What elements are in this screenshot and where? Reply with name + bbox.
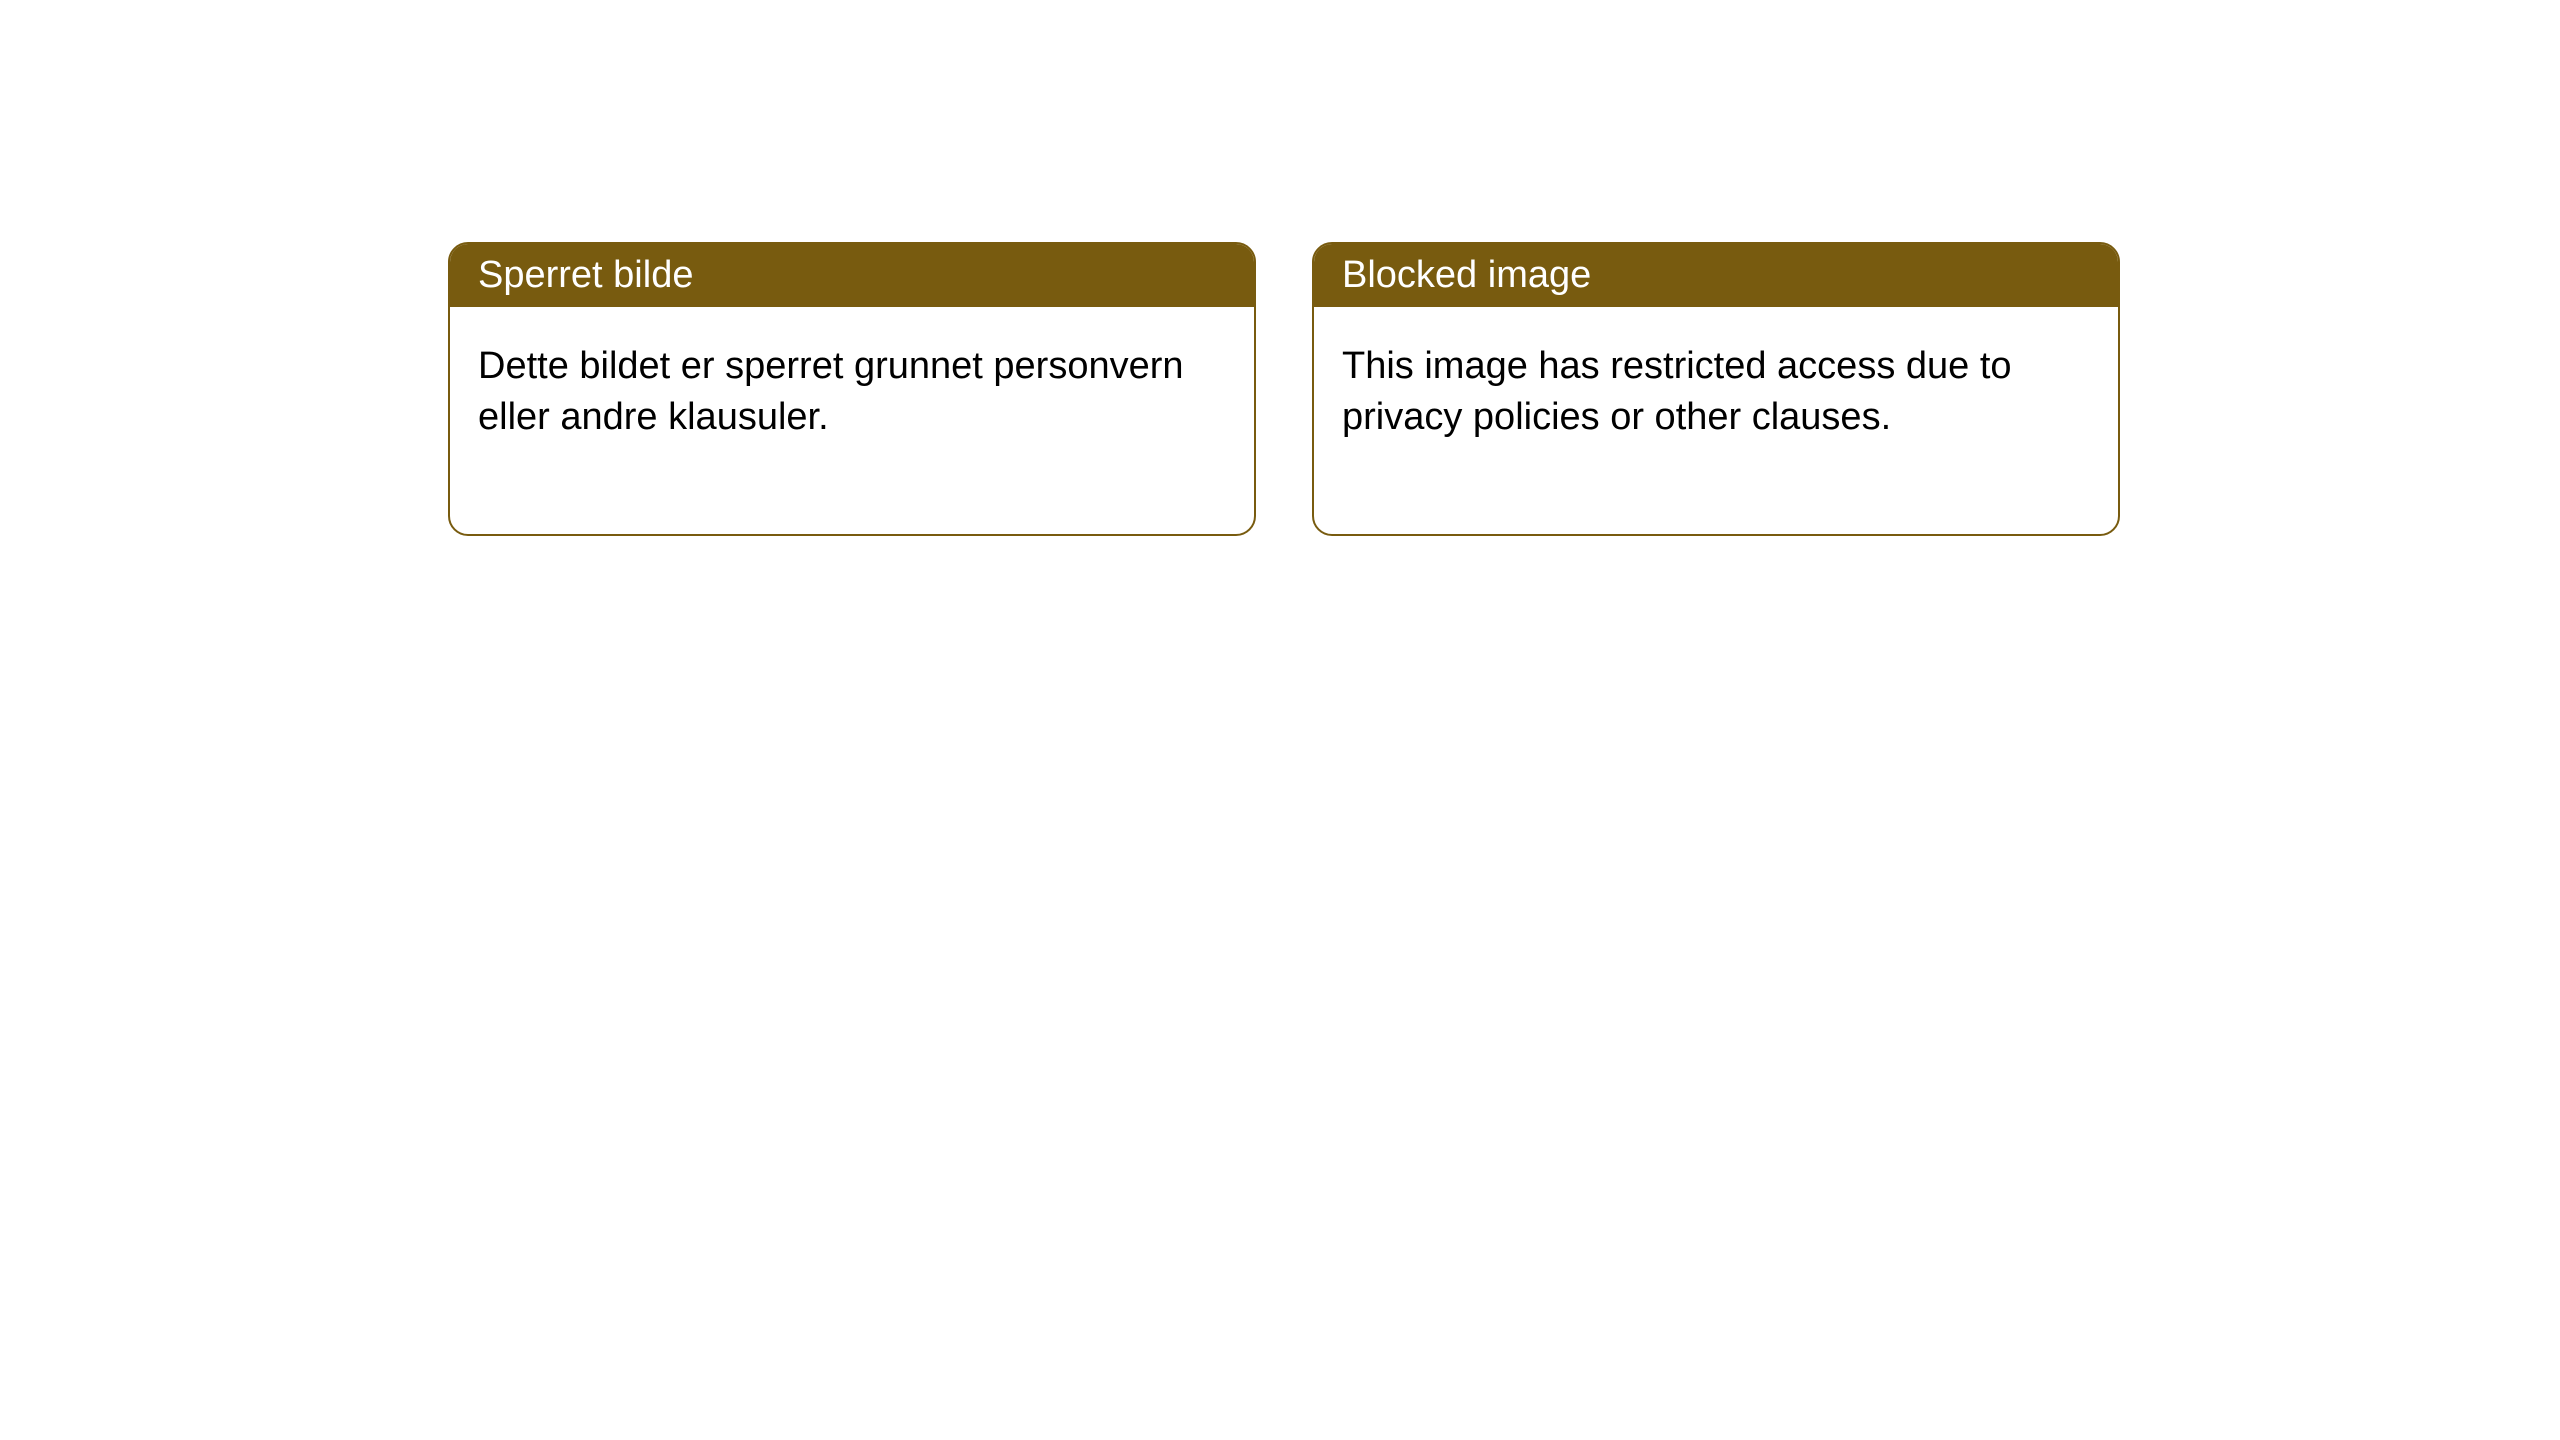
card-title: Sperret bilde: [478, 254, 693, 296]
card-header: Sperret bilde: [450, 244, 1254, 307]
card-body-text: This image has restricted access due to …: [1342, 345, 2012, 438]
notice-cards-container: Sperret bilde Dette bildet er sperret gr…: [0, 0, 2560, 536]
card-body-text: Dette bildet er sperret grunnet personve…: [478, 345, 1184, 438]
card-header: Blocked image: [1314, 244, 2118, 307]
notice-card-english: Blocked image This image has restricted …: [1312, 242, 2120, 536]
card-body: Dette bildet er sperret grunnet personve…: [450, 307, 1254, 534]
card-body: This image has restricted access due to …: [1314, 307, 2118, 534]
notice-card-norwegian: Sperret bilde Dette bildet er sperret gr…: [448, 242, 1256, 536]
card-title: Blocked image: [1342, 254, 1591, 296]
